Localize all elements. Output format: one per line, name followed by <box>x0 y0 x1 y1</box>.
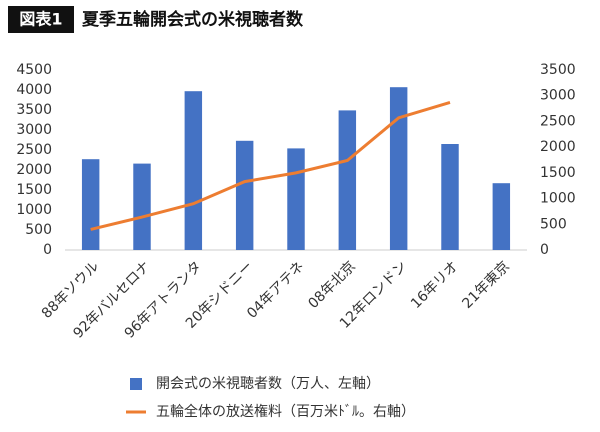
legend-label: 五輪全体の放送権料（百万米ﾄﾞﾙ。右軸） <box>156 403 415 420</box>
y-tick-label: 1500 <box>16 182 52 198</box>
figure-label-box <box>8 6 74 33</box>
bar <box>287 148 305 250</box>
x-tick-label: 16年リオ <box>408 258 462 312</box>
y2-tick-label: 3500 <box>540 62 576 78</box>
figure-label: 図表1 <box>19 10 62 29</box>
bar <box>133 163 151 250</box>
y-tick-label: 1000 <box>16 202 52 218</box>
y-tick-label: 0 <box>43 242 52 258</box>
x-tick-label: 08年北京 <box>305 258 359 312</box>
bar <box>235 140 254 250</box>
y2-tick-label: 1500 <box>540 165 576 181</box>
bar <box>338 110 357 251</box>
chart-title: 夏季五輪開会式の米視聴者数 <box>82 9 304 30</box>
y-tick-label: 3000 <box>16 122 52 138</box>
y2-tick-label: 0 <box>540 242 549 258</box>
legend-label: 開会式の米視聴者数（万人、左軸） <box>156 376 380 392</box>
y2-tick-label: 1000 <box>540 191 576 207</box>
y-tick-label: 2500 <box>16 142 52 158</box>
y-tick-label: 4500 <box>16 62 52 78</box>
x-tick-label: 21年東京 <box>459 258 513 312</box>
y-tick-label: 500 <box>25 222 52 238</box>
legend-swatch <box>130 378 142 390</box>
y2-tick-label: 2000 <box>540 139 576 155</box>
y-tick-label: 3500 <box>16 102 52 118</box>
bar <box>441 144 459 250</box>
bar <box>389 87 408 250</box>
y2-tick-label: 500 <box>540 216 567 232</box>
bar <box>184 91 203 250</box>
line <box>90 100 451 231</box>
y2-tick-label: 3000 <box>540 88 576 104</box>
bar <box>492 183 511 250</box>
y-tick-label: 2000 <box>16 162 52 178</box>
y-tick-label: 4000 <box>16 82 52 98</box>
y2-tick-label: 2500 <box>540 113 576 129</box>
bar <box>81 159 100 250</box>
